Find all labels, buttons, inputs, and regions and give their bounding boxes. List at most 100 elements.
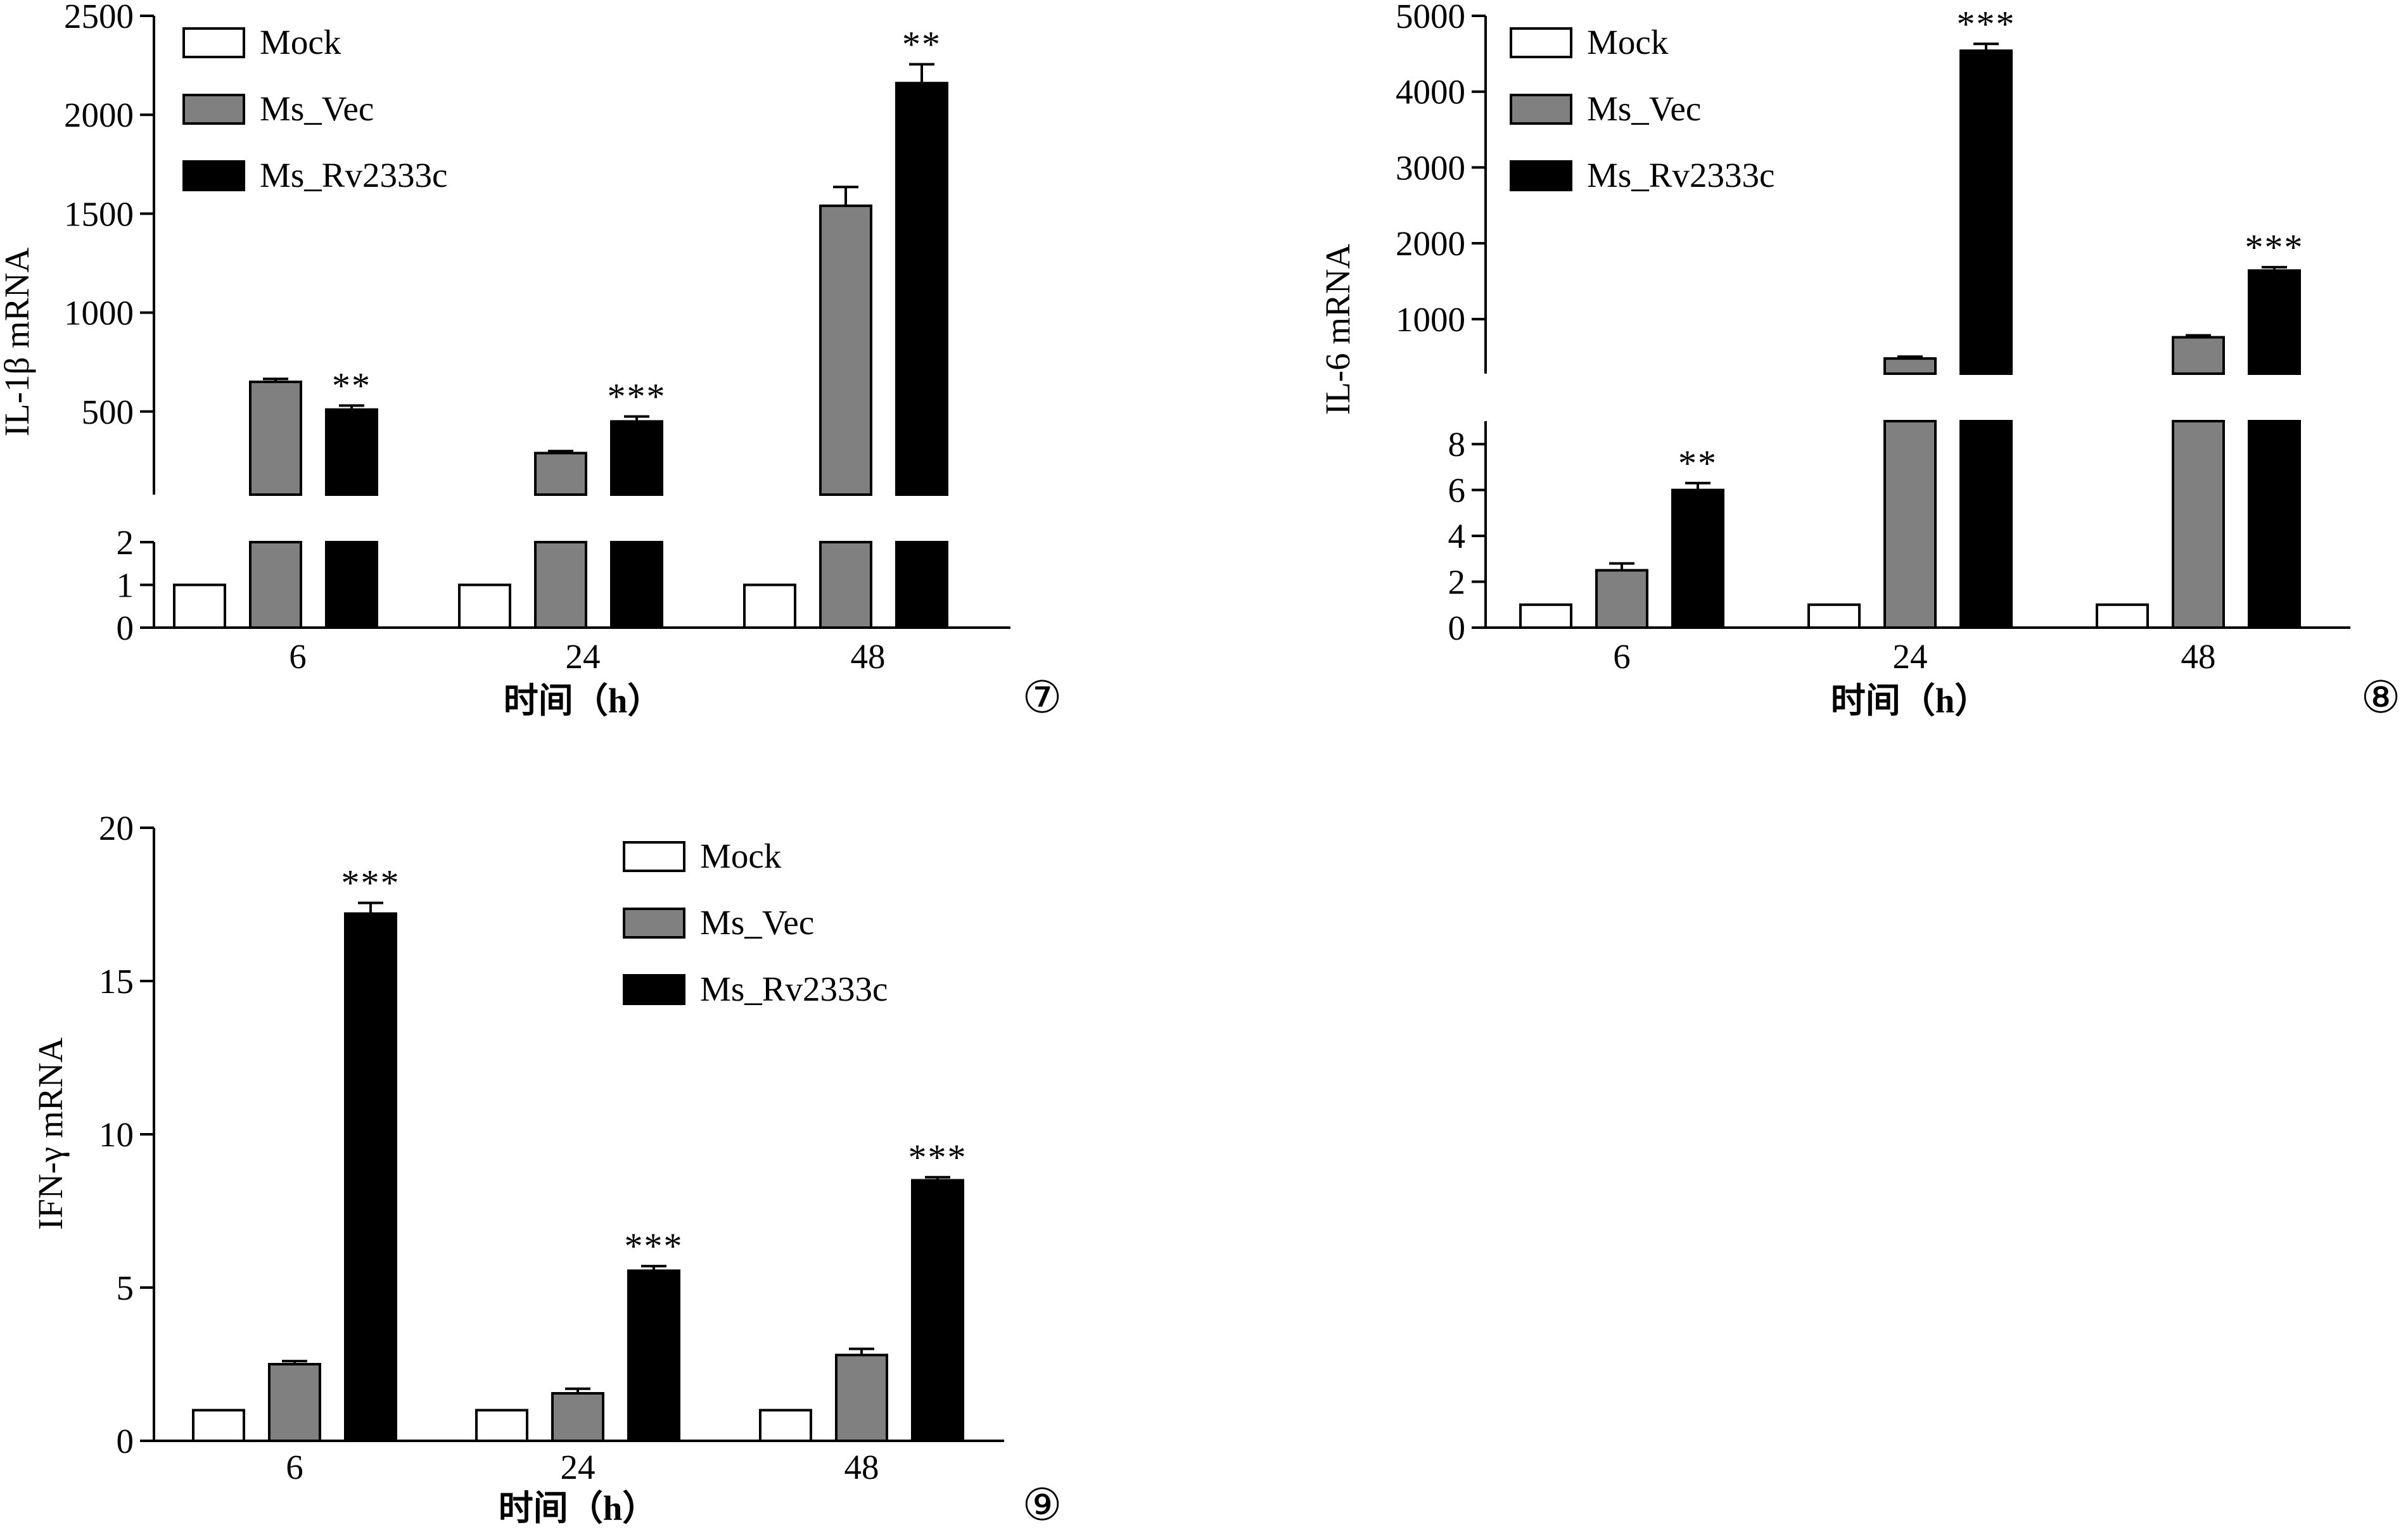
bar-ms_vec-upper bbox=[1883, 357, 1937, 376]
significance-mark: *** bbox=[341, 863, 400, 904]
bar-ms_vec-lower bbox=[249, 541, 302, 629]
panel-number-label: ⑦ bbox=[1022, 674, 1062, 723]
chart-panel-ifng: 0 5 10 15 20 *** *** *** 6 24 48 时间（h） IFN-γ mRNA ⑨ Mo… bbox=[31, 809, 1062, 1530]
significance-mark: *** bbox=[608, 376, 666, 417]
legend-label: Ms_Rv2333c bbox=[700, 970, 888, 1008]
bar-ms_rv2333c bbox=[911, 1179, 964, 1442]
legend-swatch-ms_vec bbox=[182, 94, 245, 125]
bar-ms_vec bbox=[1595, 569, 1648, 630]
bar-mock bbox=[1519, 603, 1572, 629]
panel-number-label: ⑨ bbox=[1022, 1481, 1062, 1530]
x-tick-label: 48 bbox=[844, 1448, 879, 1486]
bar-ms_rv2333c-upper bbox=[895, 82, 948, 496]
y-tick-label: 0 bbox=[1448, 609, 1466, 647]
y-tick-label: 0 bbox=[117, 1422, 134, 1460]
x-axis-label: 时间（h） bbox=[1831, 681, 1990, 720]
legend-label: Ms_Rv2333c bbox=[1587, 156, 1774, 194]
bar-mock bbox=[759, 1409, 812, 1443]
bar-ms_rv2333c-upper bbox=[1959, 49, 2013, 375]
significance-mark: *** bbox=[1957, 3, 2016, 44]
y-tick-label: 15 bbox=[99, 962, 134, 1001]
bar-ms_rv2333c bbox=[627, 1269, 680, 1442]
significance-mark: *** bbox=[2245, 227, 2304, 268]
y-tick-label: 1000 bbox=[64, 294, 134, 332]
y-tick-label: 5 bbox=[117, 1269, 134, 1307]
legend-label: Ms_Vec bbox=[1587, 89, 1701, 128]
significance-mark: *** bbox=[908, 1137, 967, 1178]
bar-ms_vec-upper bbox=[2172, 336, 2225, 375]
legend-label: Ms_Rv2333c bbox=[260, 156, 447, 194]
y-tick-label: 8 bbox=[1448, 425, 1466, 464]
y-tick-label: 2000 bbox=[1396, 224, 1465, 263]
x-tick-label: 48 bbox=[851, 637, 886, 676]
x-tick-label: 6 bbox=[289, 637, 307, 676]
bar-mock bbox=[458, 583, 511, 629]
y-axis-label: IL-1β mRNA bbox=[0, 248, 36, 437]
legend-swatch-ms_rv2333c bbox=[182, 160, 245, 191]
bar-mock bbox=[743, 583, 796, 629]
x-axis-label: 时间（h） bbox=[499, 1489, 658, 1528]
y-tick-label: 0 bbox=[117, 609, 134, 647]
bar-mock bbox=[2096, 603, 2149, 629]
legend-swatch-ms_vec bbox=[1510, 94, 1572, 125]
bar-ms_rv2333c-lower bbox=[895, 541, 948, 629]
bar-ms_rv2333c bbox=[1671, 488, 1724, 630]
y-tick-label: 3000 bbox=[1396, 148, 1465, 187]
bar-ms_rv2333c-upper bbox=[2248, 269, 2301, 376]
legend-label: Mock bbox=[700, 837, 782, 875]
legend-swatch-ms_rv2333c bbox=[1510, 160, 1572, 191]
bar-mock bbox=[1807, 603, 1861, 629]
y-tick-label: 1000 bbox=[1396, 300, 1465, 339]
bar-ms_rv2333c-upper bbox=[325, 408, 378, 497]
significance-mark: ** bbox=[1678, 443, 1717, 484]
bar-ms_vec bbox=[268, 1363, 321, 1442]
x-tick-label: 24 bbox=[1893, 637, 1928, 676]
y-tick-label: 2000 bbox=[64, 96, 134, 134]
legend-label: Ms_Vec bbox=[700, 903, 814, 942]
x-tick-label: 24 bbox=[561, 1448, 596, 1486]
bar-ms_rv2333c-lower bbox=[610, 541, 663, 629]
x-tick-label: 24 bbox=[566, 637, 601, 676]
bar-ms_rv2333c-lower bbox=[1959, 420, 2013, 629]
legend-label: Ms_Vec bbox=[260, 89, 374, 128]
legend-swatch-ms_vec bbox=[623, 908, 685, 939]
bar-ms_vec-lower bbox=[2172, 420, 2225, 629]
y-tick-label: 10 bbox=[99, 1115, 134, 1154]
legend-swatch-mock bbox=[182, 27, 245, 58]
y-tick-label: 4 bbox=[1448, 517, 1466, 555]
y-tick-label: 2 bbox=[117, 523, 134, 562]
bar-ms_rv2333c-lower bbox=[325, 541, 378, 629]
y-tick-label: 1500 bbox=[64, 194, 134, 233]
legend-label: Mock bbox=[1587, 23, 1669, 61]
bar-mock bbox=[192, 1409, 245, 1443]
significance-mark: ** bbox=[332, 365, 371, 406]
legend-swatch-mock bbox=[1510, 27, 1572, 58]
bar-ms_vec bbox=[551, 1391, 604, 1442]
bar-ms_vec bbox=[835, 1353, 888, 1442]
bar-ms_vec-upper bbox=[819, 204, 872, 496]
y-tick-label: 500 bbox=[82, 393, 134, 431]
y-tick-label: 6 bbox=[1448, 471, 1466, 510]
y-tick-label: 2 bbox=[1448, 563, 1466, 602]
bar-ms_rv2333c-lower bbox=[2248, 420, 2301, 629]
bar-mock bbox=[173, 583, 226, 629]
bar-mock bbox=[475, 1409, 528, 1443]
x-tick-label: 6 bbox=[1613, 637, 1631, 676]
significance-mark: *** bbox=[625, 1226, 684, 1267]
x-tick-label: 6 bbox=[286, 1448, 303, 1486]
y-tick-label: 1 bbox=[117, 566, 134, 605]
y-tick-label: 20 bbox=[99, 809, 134, 847]
panel-number-label: ⑧ bbox=[2361, 674, 2401, 723]
legend-label: Mock bbox=[260, 23, 341, 61]
y-tick-label: 4000 bbox=[1396, 73, 1465, 111]
bar-ms_vec-lower bbox=[1883, 420, 1937, 629]
bar-ms_vec-upper bbox=[534, 452, 587, 496]
y-axis-label: IL-6 mRNA bbox=[1318, 244, 1357, 415]
x-axis-label: 时间（h） bbox=[504, 681, 663, 720]
legend-swatch-ms_rv2333c bbox=[623, 974, 685, 1005]
bar-ms_vec-upper bbox=[249, 380, 302, 497]
bar-ms_vec-lower bbox=[534, 541, 587, 629]
y-axis-label: IFN-γ mRNA bbox=[31, 1037, 70, 1230]
